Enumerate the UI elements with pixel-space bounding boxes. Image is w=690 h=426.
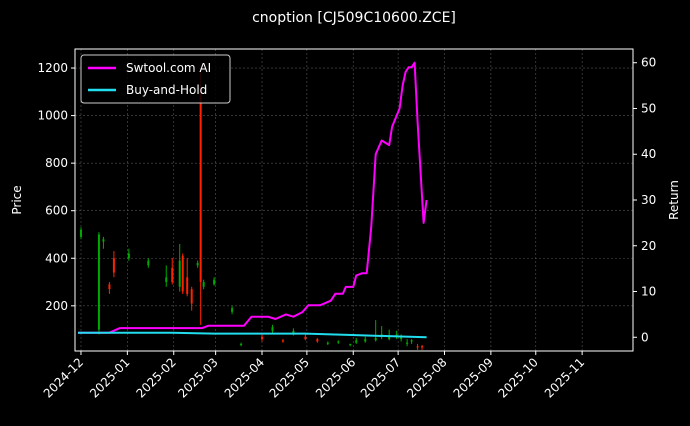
candle-body [108, 284, 111, 290]
candle-body [165, 277, 168, 283]
legend-box [80, 54, 231, 104]
candle-body [316, 339, 319, 342]
y2-tick-label: 20 [641, 239, 656, 253]
candle-body [186, 277, 189, 294]
candle-body [199, 91, 202, 283]
candle-body [147, 260, 150, 266]
x-tick-label: 2025-01 [87, 355, 132, 400]
y2-tick-label: 30 [641, 193, 656, 207]
x-tick-label: 2025-04 [222, 355, 267, 400]
y2-tick-label: 60 [641, 56, 656, 70]
candle-body [260, 336, 263, 340]
y-tick-label: 600 [45, 204, 68, 218]
y2-tick-label: 0 [641, 330, 649, 344]
legend: Swtool.com AI Buy-and-Hold [80, 54, 231, 104]
y-tick-label: 1200 [37, 61, 68, 75]
candle-body [271, 327, 274, 331]
x-tick-label: 2025-11 [542, 355, 587, 400]
candle-body [171, 267, 174, 283]
y-axis-title: Price [10, 185, 24, 214]
line-layer [78, 61, 428, 339]
candle-body [374, 337, 377, 341]
legend-label-buyhold: Buy-and-Hold [126, 83, 207, 97]
candle-body [231, 308, 234, 312]
candle-body [213, 279, 216, 285]
candle-body [400, 336, 403, 340]
x-tick-label: 2025-03 [175, 355, 220, 400]
candle-body [421, 346, 424, 348]
candle-body [416, 346, 419, 348]
candle-body [102, 239, 105, 242]
candle-body [364, 339, 367, 342]
candle-body [410, 340, 413, 342]
y2-tick-label: 40 [641, 147, 656, 161]
candle-body [326, 342, 329, 344]
candle-body [190, 289, 193, 304]
y-tick-label: 400 [45, 251, 68, 265]
y-tick-label: 1000 [37, 109, 68, 123]
candle-body [304, 336, 307, 340]
x-tick-label: 2025-09 [451, 355, 496, 400]
candle-body [79, 229, 82, 237]
x-tick-label: 2024-12 [41, 355, 86, 400]
y2-tick-label: 50 [641, 101, 656, 115]
y-tick-label: 200 [45, 299, 68, 313]
candle-body [406, 342, 409, 344]
candle-body [112, 258, 115, 273]
x-tick-label: 2025-06 [313, 355, 358, 400]
series-line-swtool [78, 61, 428, 334]
x-tick-label: 2025-08 [404, 355, 449, 400]
candle-body [178, 260, 181, 287]
candle-body [355, 340, 358, 343]
x-tick-label: 2025-05 [267, 355, 312, 400]
candle-body [292, 330, 295, 335]
candle-body [127, 253, 130, 259]
candle-body [196, 263, 199, 266]
x-tick-label: 2025-07 [358, 355, 403, 400]
x-tick-label: 2025-10 [496, 355, 541, 400]
candle-layer [79, 68, 424, 350]
candle-body [281, 340, 284, 342]
candle-body [202, 282, 205, 287]
candle-body [388, 335, 391, 340]
candle-body [97, 234, 100, 330]
legend-label-swtool: Swtool.com AI [126, 61, 211, 75]
y2-tick-label: 10 [641, 285, 656, 299]
y-tick-label: 800 [45, 156, 68, 170]
candle-body [349, 343, 352, 346]
y2-axis-title: Return [667, 180, 681, 220]
candle-body [337, 341, 340, 343]
candle-body [240, 343, 243, 346]
x-tick-label: 2025-02 [134, 355, 179, 400]
chart-title: cnoption [CJ509C10600.ZCE] [252, 10, 456, 26]
series-line-buyhold [78, 331, 427, 339]
candle-body [181, 255, 184, 292]
